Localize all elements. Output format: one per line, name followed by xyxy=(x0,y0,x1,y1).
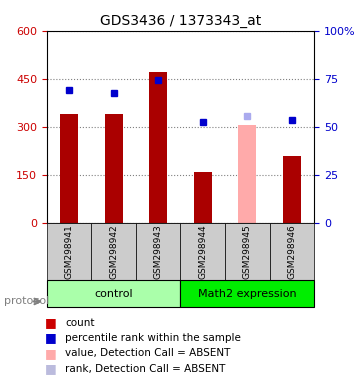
Text: rank, Detection Call = ABSENT: rank, Detection Call = ABSENT xyxy=(65,364,225,374)
Text: GSM298946: GSM298946 xyxy=(287,224,296,279)
Text: value, Detection Call = ABSENT: value, Detection Call = ABSENT xyxy=(65,348,230,358)
Text: Math2 expression: Math2 expression xyxy=(198,289,297,299)
Bar xyxy=(149,72,167,223)
Bar xyxy=(238,125,256,223)
Bar xyxy=(194,172,212,223)
Text: ■: ■ xyxy=(45,316,56,329)
Text: control: control xyxy=(95,289,133,299)
Text: ■: ■ xyxy=(45,362,56,375)
Text: GSM298944: GSM298944 xyxy=(198,224,207,279)
FancyBboxPatch shape xyxy=(47,223,91,280)
Text: GSM298942: GSM298942 xyxy=(109,224,118,279)
FancyBboxPatch shape xyxy=(91,223,136,280)
Text: GSM298943: GSM298943 xyxy=(154,224,163,279)
FancyBboxPatch shape xyxy=(180,223,225,280)
Bar xyxy=(60,114,78,223)
FancyBboxPatch shape xyxy=(270,223,314,280)
Text: count: count xyxy=(65,318,95,328)
Bar xyxy=(283,156,301,223)
Text: percentile rank within the sample: percentile rank within the sample xyxy=(65,333,241,343)
Text: ■: ■ xyxy=(45,331,56,344)
FancyBboxPatch shape xyxy=(136,223,180,280)
Title: GDS3436 / 1373343_at: GDS3436 / 1373343_at xyxy=(100,14,261,28)
Text: GSM298945: GSM298945 xyxy=(243,224,252,279)
Bar xyxy=(105,114,123,223)
FancyBboxPatch shape xyxy=(47,280,180,307)
Text: ■: ■ xyxy=(45,347,56,360)
Text: protocol: protocol xyxy=(4,296,49,306)
FancyBboxPatch shape xyxy=(180,280,314,307)
Text: GSM298941: GSM298941 xyxy=(65,224,74,279)
FancyBboxPatch shape xyxy=(225,223,270,280)
